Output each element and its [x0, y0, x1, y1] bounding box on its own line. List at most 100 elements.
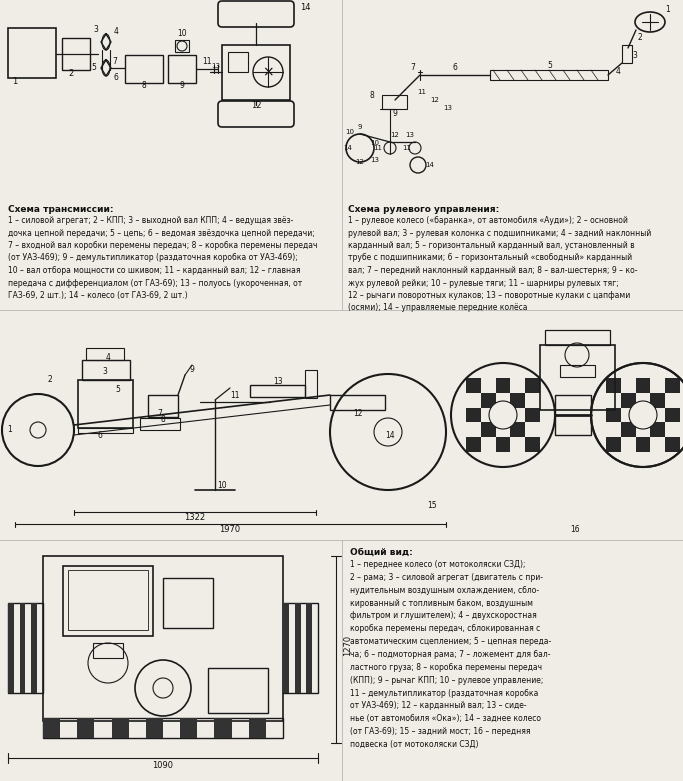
Bar — [481, 423, 496, 437]
Text: 9: 9 — [180, 81, 184, 91]
Bar — [510, 423, 525, 437]
Bar — [31, 603, 37, 693]
Bar — [307, 603, 312, 693]
Text: 10: 10 — [217, 480, 227, 490]
Bar — [168, 55, 196, 83]
Text: 12: 12 — [356, 159, 365, 165]
Bar — [555, 395, 591, 435]
Bar — [481, 393, 496, 408]
Text: 11: 11 — [202, 58, 212, 66]
Circle shape — [629, 401, 657, 429]
Text: 14: 14 — [426, 162, 434, 168]
Text: 12: 12 — [251, 101, 262, 109]
Text: 2: 2 — [638, 34, 643, 42]
Bar — [163, 578, 213, 628]
Text: 8: 8 — [141, 81, 146, 91]
Text: 1090: 1090 — [152, 761, 173, 771]
Text: 8: 8 — [370, 91, 374, 99]
Bar — [148, 395, 178, 417]
Text: 10: 10 — [370, 140, 380, 146]
Text: 6: 6 — [98, 430, 102, 440]
Bar — [665, 437, 680, 452]
Bar — [125, 55, 163, 83]
Bar — [214, 718, 232, 738]
Text: 5: 5 — [115, 386, 120, 394]
Text: 3: 3 — [93, 26, 98, 34]
Bar — [545, 330, 610, 345]
Bar — [20, 603, 25, 693]
Text: 3: 3 — [632, 51, 637, 59]
Bar — [8, 603, 14, 693]
Bar — [43, 556, 283, 721]
Bar — [510, 393, 525, 408]
Bar — [490, 70, 608, 80]
Text: 11: 11 — [417, 89, 426, 95]
Text: 14: 14 — [344, 145, 352, 151]
Text: 7: 7 — [410, 63, 415, 73]
Text: 13: 13 — [212, 63, 221, 69]
Bar — [606, 378, 621, 393]
Bar — [8, 603, 43, 693]
Text: 9: 9 — [358, 124, 362, 130]
Text: 11: 11 — [402, 145, 411, 151]
Text: 4: 4 — [114, 27, 119, 37]
Bar — [540, 345, 615, 410]
Text: 11: 11 — [230, 391, 240, 401]
Text: 9: 9 — [190, 366, 195, 375]
Bar — [78, 428, 133, 433]
Bar — [466, 378, 481, 393]
Bar — [175, 40, 189, 52]
Bar — [665, 408, 680, 423]
Text: 1322: 1322 — [184, 513, 206, 522]
Text: 4: 4 — [615, 67, 620, 77]
Text: 8: 8 — [161, 415, 165, 425]
Text: Схема рулевого управления:: Схема рулевого управления: — [348, 205, 499, 214]
Text: 1 – рулевое колесо («баранка», от автомобиля «Ауди»); 2 – основной
рулевой вал; : 1 – рулевое колесо («баранка», от автомо… — [348, 216, 652, 312]
Text: 11: 11 — [374, 145, 382, 151]
Bar — [8, 28, 56, 78]
Text: 5: 5 — [91, 63, 96, 73]
Bar — [636, 437, 650, 452]
Bar — [77, 718, 94, 738]
Bar — [330, 395, 385, 410]
Bar — [86, 348, 124, 360]
Bar — [621, 393, 636, 408]
Bar — [43, 718, 283, 738]
Text: Общий вид:: Общий вид: — [350, 548, 413, 557]
Bar — [665, 378, 680, 393]
Bar — [606, 437, 621, 452]
Text: 3: 3 — [102, 368, 107, 376]
Text: 1: 1 — [12, 77, 17, 87]
Bar — [466, 408, 481, 423]
Bar — [525, 408, 540, 423]
Text: 7: 7 — [113, 58, 117, 66]
Bar — [283, 603, 318, 693]
Text: 16: 16 — [570, 526, 580, 534]
Bar — [294, 603, 301, 693]
Text: ×: × — [262, 65, 274, 79]
Bar — [636, 378, 650, 393]
Text: Схема трансмиссии:: Схема трансмиссии: — [8, 205, 113, 214]
Bar — [606, 408, 621, 423]
Text: 5: 5 — [548, 60, 553, 70]
Bar — [496, 437, 510, 452]
Text: 14: 14 — [300, 3, 311, 12]
Bar — [283, 603, 289, 693]
Bar — [222, 45, 290, 100]
Bar — [525, 437, 540, 452]
Bar — [560, 365, 595, 377]
Bar — [249, 718, 266, 738]
Text: 9: 9 — [393, 109, 398, 117]
Bar — [43, 718, 60, 738]
Text: 2: 2 — [68, 69, 73, 77]
Text: 12: 12 — [353, 408, 363, 418]
Bar — [111, 718, 128, 738]
Bar — [93, 643, 123, 658]
Bar — [68, 570, 148, 630]
Bar — [208, 668, 268, 713]
Text: 1 – переднее колесо (от мотоколяски СЗД);
2 – рама; 3 – силовой агрегат (двигате: 1 – переднее колесо (от мотоколяски СЗД)… — [350, 560, 551, 749]
Bar — [305, 370, 317, 398]
Bar — [62, 38, 90, 70]
Bar — [650, 423, 665, 437]
Text: 7: 7 — [158, 408, 163, 418]
